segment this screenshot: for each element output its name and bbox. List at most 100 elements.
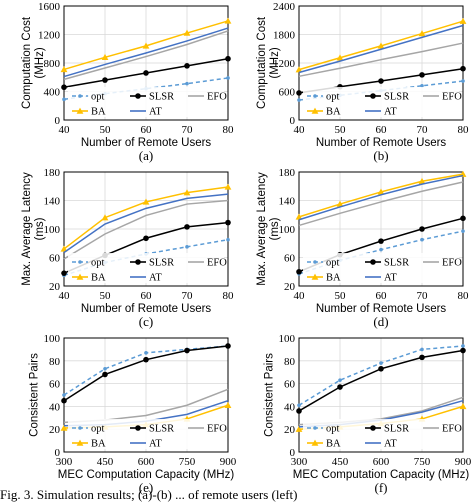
series-opt-point-2 xyxy=(144,351,148,355)
y-tick-label: 0 xyxy=(290,115,296,127)
x-axis-label: MEC Computation Capacity (MHz) xyxy=(293,469,470,481)
legend-item-ba: BA xyxy=(307,107,341,118)
y-tick-label: 60 xyxy=(49,253,61,265)
legend-item-efo: EFO xyxy=(423,92,462,103)
legend-swatch-marker-point-0 xyxy=(78,260,82,264)
x-tick-label: 40 xyxy=(294,124,306,136)
series-at xyxy=(63,27,229,78)
plot-frame xyxy=(298,337,464,453)
series-line-at xyxy=(63,193,229,254)
x-axis-label: Number of Remote Users xyxy=(81,303,212,315)
series-opt-point-0 xyxy=(297,403,301,408)
legend-label-slsr: SLSR xyxy=(384,424,409,435)
y-tick-label: 1600 xyxy=(38,1,61,13)
y-axis-label: Max. Average Latency(ms) xyxy=(256,172,281,286)
legend-label-opt: opt xyxy=(91,92,105,103)
series-ba-point-3 xyxy=(418,30,426,37)
series-slsr-point-0 xyxy=(61,397,67,404)
y-tick-label: 100 xyxy=(44,333,61,345)
legend-label-efo: EFO xyxy=(442,424,462,435)
legend-background xyxy=(303,87,459,117)
legend-label-slsr: SLSR xyxy=(384,92,409,103)
y-tick-label: 20 xyxy=(284,281,296,293)
x-tick-label: 40 xyxy=(59,290,71,302)
y-axis-label-unit: (MHz) xyxy=(34,47,46,78)
chart-a: 0 400 800 1200 1600 40 50 60 70 80 opt SLSR EFO BA AT N… xyxy=(21,1,234,163)
legend-label-efo: EFO xyxy=(442,258,462,269)
legend-swatch-marker-point-0 xyxy=(370,93,376,99)
series-efo xyxy=(63,199,229,260)
series-ba-point-0 xyxy=(295,66,303,73)
series-ba-point-0 xyxy=(60,245,68,252)
legend-label-at: AT xyxy=(384,273,397,284)
y-tick-label: 2400 xyxy=(273,1,296,13)
x-tick-label: 600 xyxy=(138,456,155,468)
series-ba xyxy=(60,183,232,252)
chart-d: 20 60 100 140 180 40 50 60 70 80 opt SLSR EFO BA AT Num… xyxy=(256,167,469,329)
series-opt-point-4 xyxy=(226,237,230,242)
series-ba-point-0 xyxy=(295,425,303,432)
legend-item-ba: BA xyxy=(72,273,106,284)
y-axis-label-line: Max. Average Latency xyxy=(21,172,33,286)
series-ba-point-3 xyxy=(418,177,426,184)
series-ba-point-3 xyxy=(183,29,191,36)
legend-swatch-marker-point-0 xyxy=(78,94,82,98)
y-axis-label-unit: (MHz) xyxy=(269,47,281,78)
x-tick-label: 50 xyxy=(335,290,347,302)
legend-item-opt: opt xyxy=(72,92,105,103)
series-line-efo xyxy=(298,42,464,78)
x-axis-label: MEC Computation Capacity (MHz) xyxy=(58,469,235,481)
series-opt-point-4 xyxy=(461,229,465,233)
legend-item-ba: BA xyxy=(72,107,106,118)
legend-swatch-marker-point-0 xyxy=(135,425,141,431)
y-tick-label: 20 xyxy=(49,424,61,436)
chart-f: 0 20 40 60 80 100 300 450 600 750 900 opt SLSR EFO BA A… xyxy=(263,333,471,495)
subplot-label: (c) xyxy=(139,314,153,329)
legend-item-ba: BA xyxy=(307,273,341,284)
legend-label-opt: opt xyxy=(326,92,340,103)
legend-swatch-marker-point-0 xyxy=(313,426,317,430)
legend-label-opt: opt xyxy=(326,258,340,269)
series-slsr xyxy=(296,347,466,414)
legend-label-at: AT xyxy=(149,439,162,450)
x-tick-label: 80 xyxy=(458,124,470,136)
x-tick-label: 50 xyxy=(100,290,112,302)
legend-label-slsr: SLSR xyxy=(149,258,174,269)
series-opt-point-3 xyxy=(420,84,424,88)
legend-label-slsr: SLSR xyxy=(149,92,174,103)
x-tick-label: 300 xyxy=(56,456,73,468)
series-ba-point-2 xyxy=(377,188,385,195)
series-ba-point-4 xyxy=(224,401,232,408)
legend-swatch-marker-point-0 xyxy=(370,425,376,431)
series-slsr-point-1 xyxy=(337,384,343,390)
y-tick-label: 20 xyxy=(49,281,61,293)
series-line-at xyxy=(298,24,464,74)
legend-label-ba: BA xyxy=(326,439,341,450)
x-tick-label: 900 xyxy=(220,456,237,468)
legend-item-at: AT xyxy=(130,273,162,284)
legend-swatch-marker-point-0 xyxy=(78,426,82,430)
legend-swatch-marker-point-0 xyxy=(135,93,141,99)
y-tick-label: 80 xyxy=(49,356,61,368)
series-ba-point-4 xyxy=(459,17,467,24)
legend-label-ba: BA xyxy=(91,273,106,284)
y-axis-label-line: Computation Cost xyxy=(21,16,33,109)
legend-label-ba: BA xyxy=(326,273,341,284)
legend: opt SLSR EFO BA AT xyxy=(303,419,462,450)
y-axis-label: Max. Average Latency(ms) xyxy=(21,172,46,286)
y-tick-label: 600 xyxy=(279,87,296,99)
series-at xyxy=(298,174,464,221)
x-tick-label: 70 xyxy=(417,290,429,302)
subplot-label: (d) xyxy=(373,314,388,329)
legend-label-at: AT xyxy=(384,439,397,450)
legend-background xyxy=(68,253,224,283)
series-ba xyxy=(295,170,467,220)
series-ba-point-1 xyxy=(336,54,344,61)
legend-item-opt: opt xyxy=(307,92,340,103)
chart-c: 20 60 100 140 180 40 50 60 70 80 opt SLSR EFO BA AT Num… xyxy=(21,167,234,329)
legend-item-at: AT xyxy=(365,107,397,118)
legend-item-opt: opt xyxy=(72,258,105,269)
legend-label-slsr: SLSR xyxy=(384,258,409,269)
series-ba-point-2 xyxy=(142,42,150,49)
x-tick-label: 450 xyxy=(97,456,114,468)
